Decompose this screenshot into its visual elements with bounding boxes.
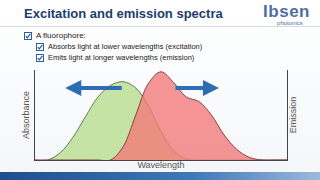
html-text:A fluorophore:: A fluorophore: xyxy=(36,31,86,40)
svg-text:Absorbance: Absorbance xyxy=(21,91,31,139)
html-text:Excitation and emission spectr: Excitation and emission spectra xyxy=(24,6,223,21)
svg-text:Wavelength: Wavelength xyxy=(137,160,184,170)
html-text:Emits light at longer waveleng: Emits light at longer wavelengths (emiss… xyxy=(48,53,195,62)
html-text:photonics: photonics xyxy=(277,20,303,26)
svg-text:Emission: Emission xyxy=(288,97,298,134)
html-text:Absorbs light at lower wavelen: Absorbs light at lower wavelengths (exci… xyxy=(48,42,203,51)
html-text:Ibsen: Ibsen xyxy=(263,2,310,21)
